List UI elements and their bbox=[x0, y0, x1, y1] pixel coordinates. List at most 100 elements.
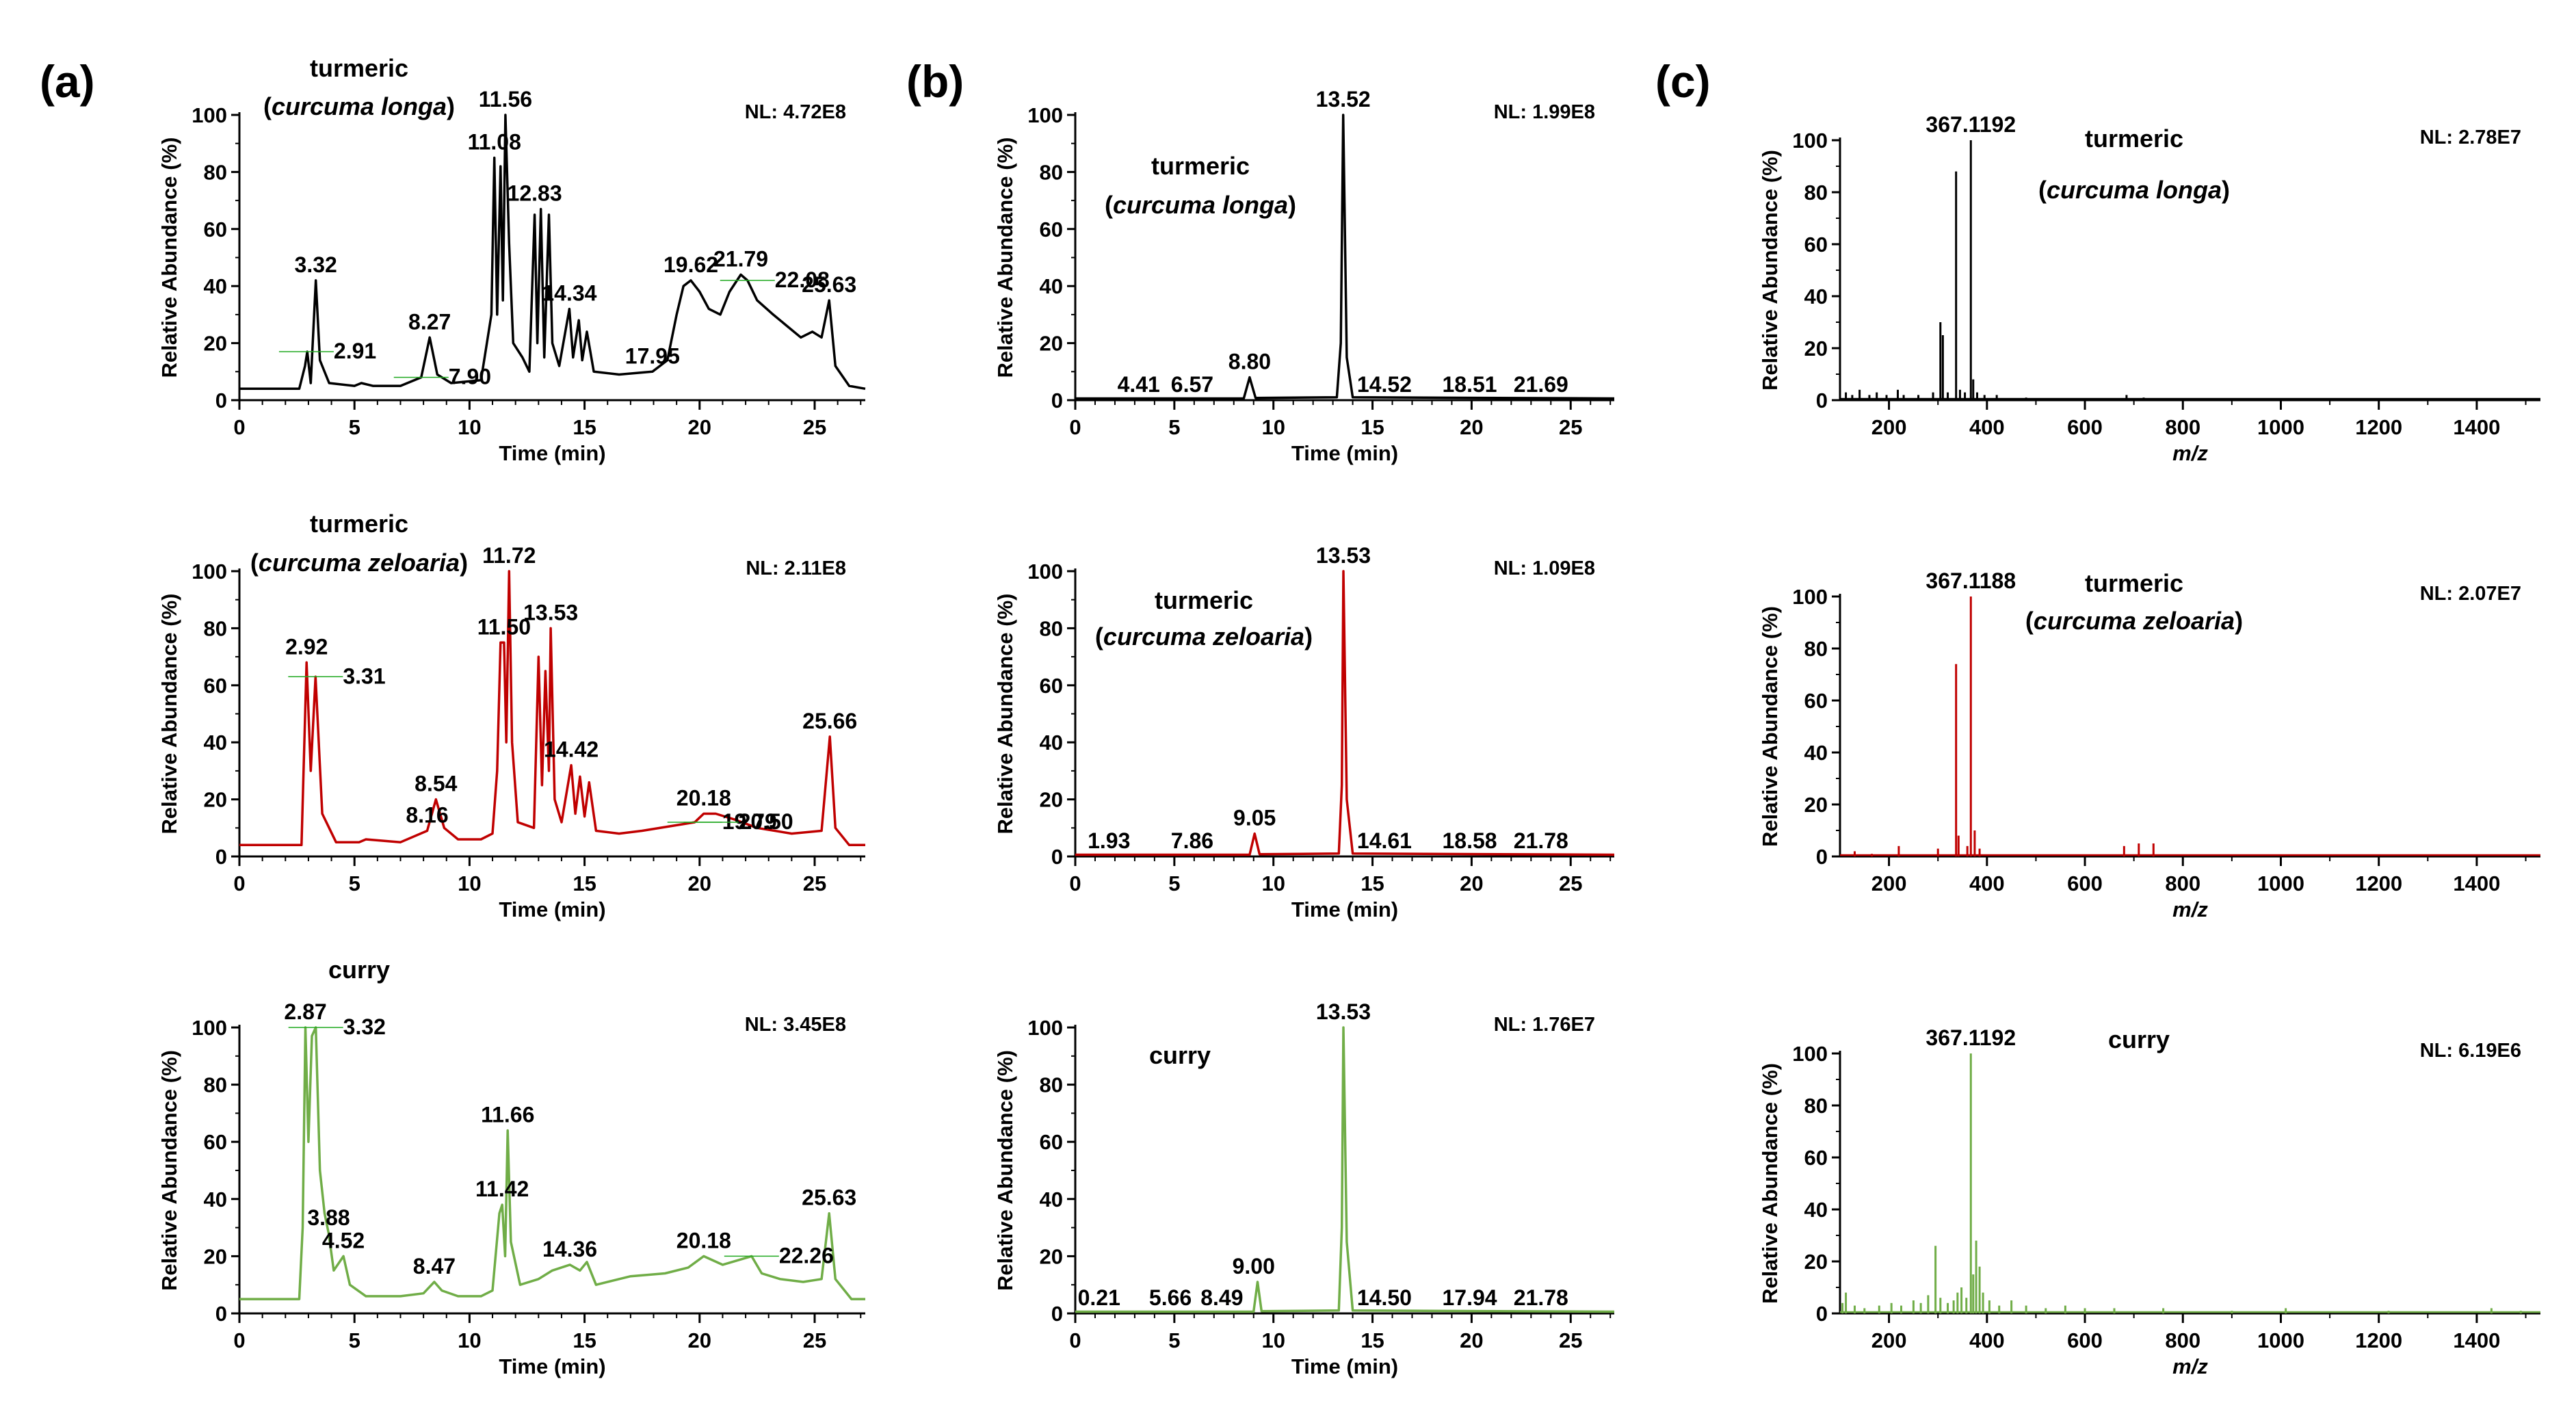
x-tick-label: 1000 bbox=[2257, 1328, 2304, 1352]
x-tick-label: 800 bbox=[2165, 871, 2200, 895]
bracket: ( bbox=[1105, 191, 1113, 219]
bracket: ) bbox=[1288, 191, 1296, 219]
y-tick-label: 100 bbox=[1027, 560, 1063, 584]
x-tick-label: 400 bbox=[1969, 1328, 2005, 1352]
peak-label: 8.16 bbox=[406, 802, 448, 827]
peak-label: 0.21 bbox=[1078, 1285, 1120, 1310]
species-name: curcuma longa bbox=[1113, 191, 1288, 219]
peak-label: 17.94 bbox=[1442, 1285, 1497, 1310]
peak-label: 20.50 bbox=[739, 809, 793, 834]
y-tick-label: 60 bbox=[204, 674, 227, 698]
nl-annotation: NL: 1.99E8 bbox=[1494, 101, 1595, 123]
y-tick-label: 100 bbox=[1792, 1042, 1828, 1066]
x-tick-label: 5 bbox=[1168, 1328, 1180, 1352]
y-axis-label: Relative Abundance (%) bbox=[1758, 1063, 1782, 1304]
x-tick-label: 20 bbox=[1460, 871, 1483, 895]
peak-label: 21.69 bbox=[1514, 372, 1568, 397]
y-tick-label: 20 bbox=[1804, 793, 1828, 817]
y-axis-label: Relative Abundance (%) bbox=[157, 594, 181, 835]
chart-4: 0 20 40 60 80 100 0 5 10 15 20 25 Time (min) Relative… bbox=[993, 543, 1615, 921]
y-tick-label: 40 bbox=[1804, 1198, 1828, 1222]
y-tick-label: 0 bbox=[215, 389, 227, 412]
peak-label: 11.56 bbox=[479, 87, 532, 112]
peak-label: 13.52 bbox=[1316, 87, 1371, 112]
peak-label: 21.78 bbox=[1514, 828, 1568, 853]
y-axis-label: Relative Abundance (%) bbox=[993, 137, 1017, 378]
peak-label: 7.90 bbox=[449, 365, 491, 389]
species-name: curcuma longa bbox=[2047, 176, 2222, 204]
peak-label: 25.63 bbox=[802, 272, 856, 297]
y-tick-label: 40 bbox=[1804, 741, 1828, 765]
sample-name: curry bbox=[2108, 1025, 2170, 1053]
x-tick-label: 800 bbox=[2165, 1328, 2200, 1352]
peak-label: 11.42 bbox=[475, 1177, 529, 1201]
sample-name: curry bbox=[1149, 1041, 1211, 1069]
peak-label: 22.26 bbox=[779, 1243, 834, 1268]
peak-label: 14.52 bbox=[1357, 372, 1412, 397]
bracket: ) bbox=[2235, 607, 2243, 635]
peak-label: 9.00 bbox=[1233, 1254, 1275, 1279]
nl-annotation: NL: 2.07E7 bbox=[2420, 583, 2521, 605]
x-tick-label: 0 bbox=[233, 415, 245, 439]
x-tick-label: 1400 bbox=[2453, 871, 2500, 895]
x-tick-label: 600 bbox=[2067, 871, 2103, 895]
x-axis-label: Time (min) bbox=[1291, 1354, 1398, 1378]
y-tick-label: 0 bbox=[215, 1302, 227, 1326]
x-tick-label: 5 bbox=[349, 871, 360, 895]
y-tick-label: 100 bbox=[1792, 585, 1828, 609]
peak-label: 367.1192 bbox=[1926, 112, 2016, 137]
y-tick-label: 60 bbox=[1040, 218, 1063, 241]
x-tick-label: 600 bbox=[2067, 415, 2103, 439]
nl-annotation: NL: 2.78E7 bbox=[2420, 127, 2521, 148]
sample-species: (curcuma longa) bbox=[1105, 191, 1296, 219]
y-tick-label: 20 bbox=[204, 788, 227, 812]
peak-label: 25.63 bbox=[802, 1185, 856, 1210]
peak-label: 3.32 bbox=[295, 252, 337, 277]
y-tick-label: 80 bbox=[204, 160, 227, 184]
y-tick-label: 20 bbox=[1040, 788, 1063, 812]
x-tick-label: 15 bbox=[573, 1328, 596, 1352]
peak-label: 2.91 bbox=[334, 339, 376, 363]
chart-5: 0 20 40 60 80 100 0 5 10 15 20 25 Time (min) Relative… bbox=[993, 999, 1615, 1378]
y-tick-label: 100 bbox=[192, 560, 227, 584]
sample-species: (curcuma zeloaria) bbox=[250, 549, 468, 577]
peak-label: 21.79 bbox=[713, 247, 768, 272]
x-axis-label: m/z bbox=[2172, 441, 2208, 465]
peak-label: 3.31 bbox=[343, 664, 385, 688]
peak-label: 367.1192 bbox=[1926, 1025, 2016, 1050]
y-tick-label: 20 bbox=[204, 332, 227, 356]
nl-annotation: NL: 1.09E8 bbox=[1494, 558, 1595, 579]
chart-1: 0 20 40 60 80 100 0 5 10 15 20 25 Time (min) Relative… bbox=[157, 510, 865, 921]
y-tick-label: 60 bbox=[1040, 674, 1063, 698]
peak-label: 13.53 bbox=[1316, 999, 1371, 1024]
bracket: ( bbox=[250, 549, 259, 577]
y-tick-label: 0 bbox=[1051, 845, 1063, 869]
y-tick-label: 0 bbox=[1816, 1302, 1828, 1326]
y-tick-label: 60 bbox=[204, 218, 227, 241]
x-tick-label: 15 bbox=[1361, 1328, 1384, 1352]
peak-label: 2.87 bbox=[284, 999, 326, 1024]
y-tick-label: 0 bbox=[1816, 389, 1828, 412]
peak-label: 14.61 bbox=[1357, 828, 1412, 853]
panel-label: (a) bbox=[40, 56, 95, 107]
y-tick-label: 40 bbox=[1804, 285, 1828, 309]
y-tick-label: 20 bbox=[1804, 337, 1828, 360]
panel-label: (c) bbox=[1655, 56, 1711, 107]
y-tick-label: 40 bbox=[1040, 731, 1063, 755]
peak-label: 25.66 bbox=[802, 709, 857, 733]
peak-label: 9.05 bbox=[1233, 806, 1276, 830]
peak-label: 20.18 bbox=[676, 1228, 731, 1253]
x-tick-label: 25 bbox=[803, 871, 826, 895]
x-tick-label: 15 bbox=[573, 871, 596, 895]
chart-8: 0 20 40 60 80 100 200 400 600 800 1000 1200 1400 m/z R… bbox=[1758, 1025, 2540, 1378]
sample-species: (curcuma zeloaria) bbox=[2025, 607, 2243, 635]
bracket: ) bbox=[460, 549, 468, 577]
bracket: ) bbox=[2222, 176, 2230, 204]
x-tick-label: 1200 bbox=[2355, 1328, 2402, 1352]
peak-label: 19.79 bbox=[722, 809, 777, 834]
y-tick-label: 80 bbox=[204, 616, 227, 640]
x-tick-label: 20 bbox=[1460, 1328, 1483, 1352]
x-tick-label: 25 bbox=[1559, 871, 1582, 895]
x-tick-label: 200 bbox=[1871, 415, 1907, 439]
x-tick-label: 10 bbox=[458, 871, 481, 895]
